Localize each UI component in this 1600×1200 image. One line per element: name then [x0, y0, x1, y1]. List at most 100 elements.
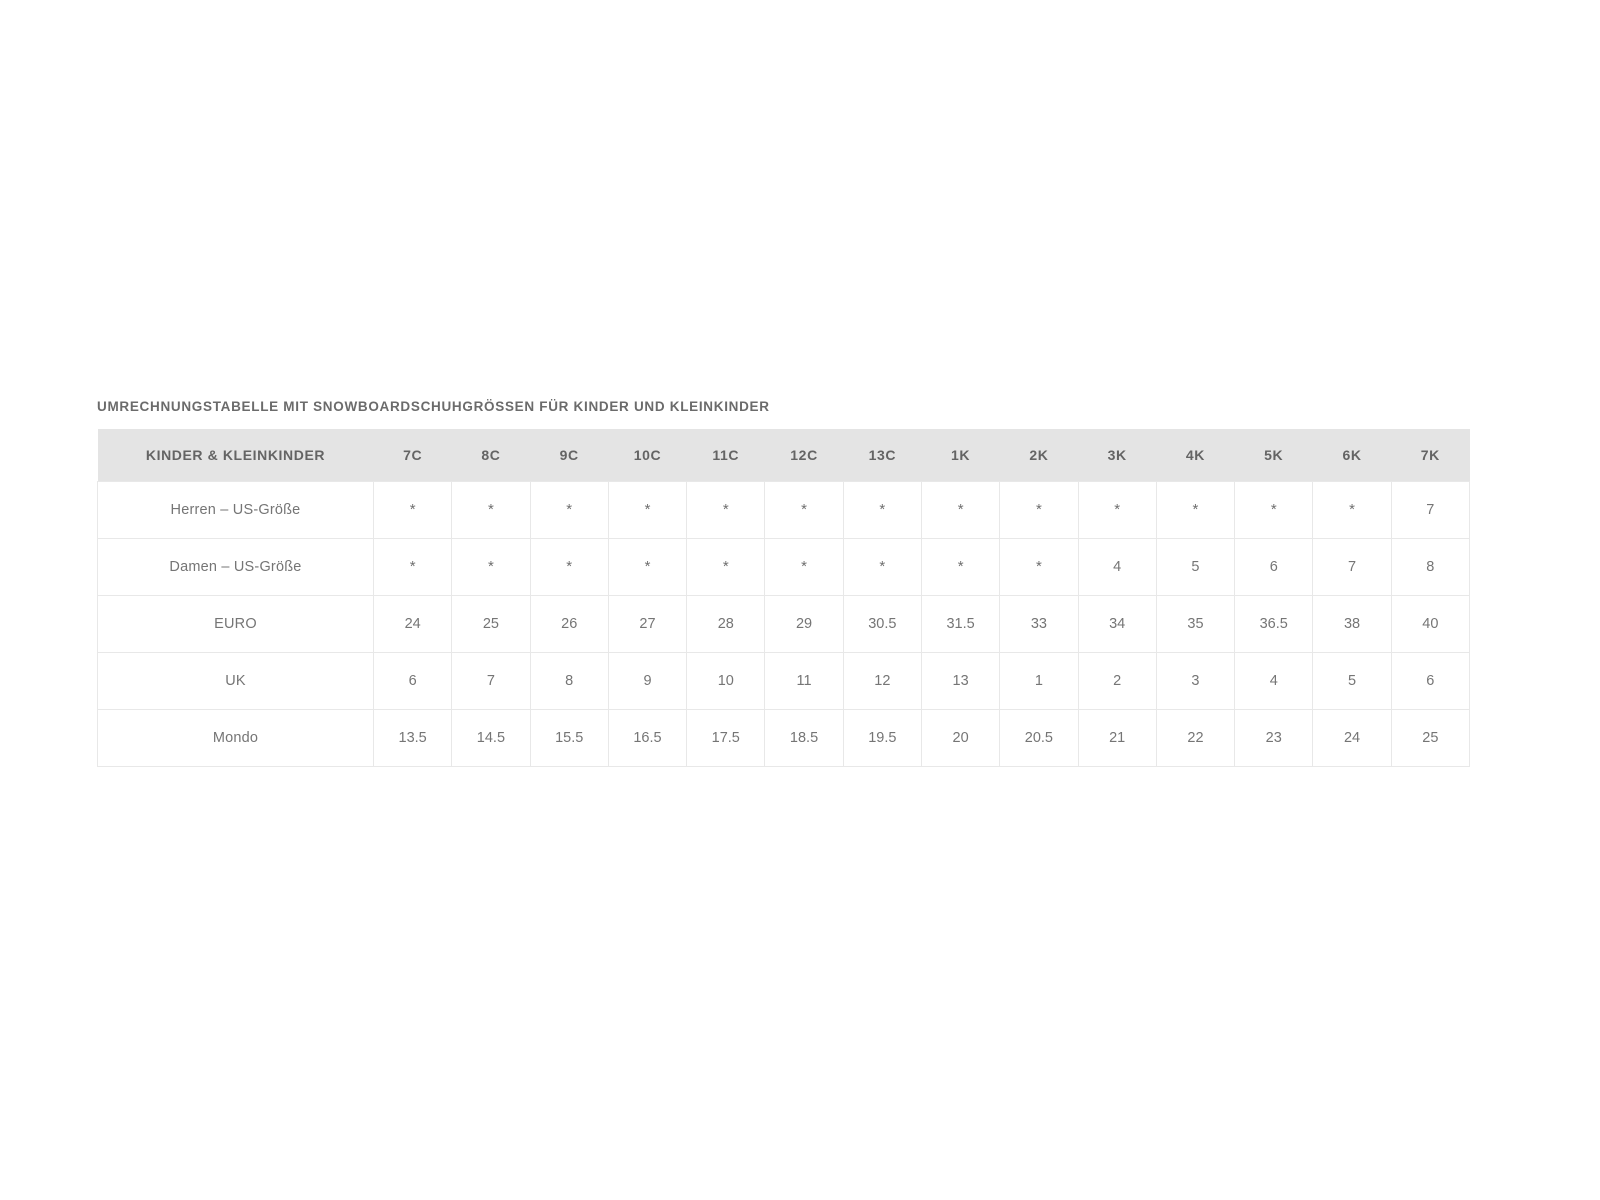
table-header-size-2k: 2K: [999, 429, 1079, 481]
table-header-size-9c: 9C: [530, 429, 609, 481]
size-value-cell: 38: [1312, 594, 1392, 653]
size-value-cell: 18.5: [764, 708, 844, 767]
size-value-cell: 13.5: [372, 708, 453, 767]
size-value-cell: 26: [529, 594, 609, 653]
size-value-cell: *: [764, 480, 844, 539]
row-label: Mondo: [97, 708, 374, 767]
size-conversion-table: KINDER & KLEINKINDER 7C 8C 9C 10C 11C 12C 13C 1K…: [97, 429, 1471, 767]
size-chart-section: UMRECHNUNGSTABELLE MIT SNOWBOARDSCHUHGRÖ…: [97, 399, 1471, 767]
size-value-cell: *: [1234, 480, 1314, 539]
size-value-cell: 33: [999, 594, 1079, 653]
size-value-cell: 21: [1077, 708, 1157, 767]
size-value-cell: 23: [1234, 708, 1314, 767]
size-value-cell: 8: [529, 651, 609, 710]
size-value-cell: 2: [1077, 651, 1157, 710]
size-value-cell: 10: [686, 651, 766, 710]
table-header-size-5k: 5K: [1234, 429, 1313, 481]
size-value-cell: *: [372, 480, 453, 539]
size-value-cell: *: [1077, 480, 1157, 539]
size-value-cell: 25: [1390, 708, 1471, 767]
size-value-cell: 8: [1390, 537, 1471, 596]
size-value-cell: 15.5: [529, 708, 609, 767]
size-value-cell: *: [1155, 480, 1236, 539]
table-row: EURO 24 25 26 27 28 29 30.5 31.5 33 34 35 36.5 38 40: [97, 594, 1471, 653]
size-value-cell: 7: [1312, 537, 1392, 596]
size-value-cell: 13: [920, 651, 1001, 710]
table-row: Damen – US-Größe * * * * * * * * * 4 5 6 7 8: [97, 537, 1471, 596]
size-value-cell: 17.5: [686, 708, 766, 767]
size-value-cell: 16.5: [607, 708, 688, 767]
table-header-size-10c: 10C: [608, 429, 687, 481]
size-value-cell: 7: [1390, 480, 1471, 539]
table-header-size-4k: 4K: [1156, 429, 1235, 481]
size-value-cell: *: [999, 537, 1079, 596]
size-value-cell: 40: [1390, 594, 1471, 653]
size-value-cell: 27: [607, 594, 688, 653]
size-value-cell: 34: [1077, 594, 1157, 653]
table-header-size-6k: 6K: [1312, 429, 1392, 481]
size-value-cell: *: [372, 537, 453, 596]
size-value-cell: *: [999, 480, 1079, 539]
table-header-row: KINDER & KLEINKINDER 7C 8C 9C 10C 11C 12C 13C 1K…: [97, 429, 1470, 481]
size-value-cell: 4: [1077, 537, 1157, 596]
size-value-cell: *: [451, 537, 531, 596]
size-value-cell: 24: [372, 594, 453, 653]
size-value-cell: 24: [1312, 708, 1392, 767]
size-value-cell: 5: [1155, 537, 1236, 596]
size-value-cell: 3: [1155, 651, 1236, 710]
size-value-cell: 11: [764, 651, 844, 710]
size-value-cell: *: [607, 537, 688, 596]
size-value-cell: 7: [451, 651, 531, 710]
table-header-size-1k: 1K: [921, 429, 1000, 481]
size-value-cell: *: [764, 537, 844, 596]
table-row: Mondo 13.5 14.5 15.5 16.5 17.5 18.5 19.5 20 20.5 2…: [97, 708, 1471, 767]
table-header-label: KINDER & KLEINKINDER: [97, 429, 374, 481]
table-header-size-12c: 12C: [764, 429, 844, 481]
table-row: Herren – US-Größe * * * * * * * * * * * * * 7: [97, 480, 1471, 539]
table-header-size-8c: 8C: [451, 429, 531, 481]
table-header-size-11c: 11C: [686, 429, 765, 481]
size-value-cell: *: [529, 480, 609, 539]
table-header-size-7c: 7C: [373, 429, 452, 481]
row-label: Damen – US-Größe: [97, 537, 374, 596]
size-value-cell: 6: [1234, 537, 1314, 596]
size-value-cell: 31.5: [920, 594, 1001, 653]
size-value-cell: 1: [999, 651, 1079, 710]
size-value-cell: *: [686, 537, 766, 596]
size-value-cell: 36.5: [1234, 594, 1314, 653]
size-value-cell: *: [842, 480, 922, 539]
size-value-cell: 35: [1155, 594, 1236, 653]
size-value-cell: *: [920, 480, 1001, 539]
size-value-cell: *: [529, 537, 609, 596]
size-value-cell: 4: [1234, 651, 1314, 710]
size-value-cell: 6: [372, 651, 453, 710]
size-value-cell: 19.5: [842, 708, 922, 767]
size-value-cell: 6: [1390, 651, 1471, 710]
table-header-size-3k: 3K: [1078, 429, 1157, 481]
size-value-cell: 20: [920, 708, 1001, 767]
size-value-cell: *: [451, 480, 531, 539]
size-value-cell: *: [686, 480, 766, 539]
table-row: UK 6 7 8 9 10 11 12 13 1 2 3 4 5 6: [97, 651, 1471, 710]
size-value-cell: 28: [686, 594, 766, 653]
size-value-cell: 29: [764, 594, 844, 653]
size-value-cell: 25: [451, 594, 531, 653]
size-value-cell: 30.5: [842, 594, 922, 653]
row-label: UK: [97, 651, 374, 710]
size-value-cell: 12: [842, 651, 922, 710]
section-title: UMRECHNUNGSTABELLE MIT SNOWBOARDSCHUHGRÖ…: [97, 399, 770, 414]
size-value-cell: 9: [607, 651, 688, 710]
size-value-cell: 20.5: [999, 708, 1079, 767]
table-header-size-7k: 7K: [1391, 429, 1470, 481]
size-value-cell: 14.5: [451, 708, 531, 767]
size-value-cell: 5: [1312, 651, 1392, 710]
size-value-cell: *: [607, 480, 688, 539]
size-value-cell: *: [842, 537, 922, 596]
row-label: Herren – US-Größe: [97, 480, 374, 539]
size-value-cell: *: [920, 537, 1001, 596]
size-value-cell: *: [1312, 480, 1392, 539]
size-value-cell: 22: [1155, 708, 1236, 767]
row-label: EURO: [97, 594, 374, 653]
table-header-size-13c: 13C: [843, 429, 922, 481]
